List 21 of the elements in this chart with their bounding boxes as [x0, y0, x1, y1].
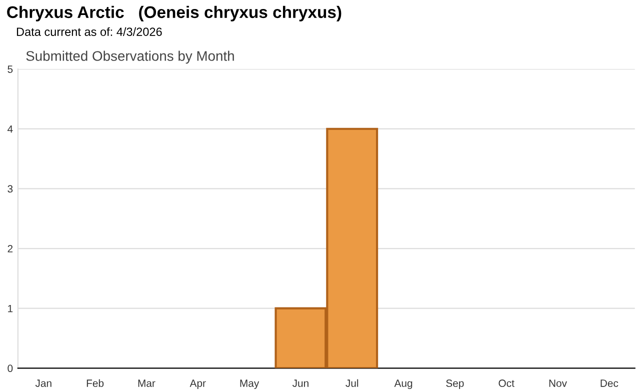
- x-tick-label: Jun: [292, 380, 308, 387]
- x-tick-label: Oct: [498, 380, 514, 387]
- y-tick-label: 0: [8, 364, 13, 372]
- y-tick-label: 1: [8, 304, 13, 312]
- x-tick-label: May: [240, 380, 260, 389]
- x-tick-label: Mar: [138, 380, 156, 387]
- y-tick-label: 2: [8, 245, 13, 252]
- chart-subtitle: Data current as of: 4/3/2026: [16, 27, 162, 36]
- y-tick-label: 5: [8, 66, 13, 73]
- x-tick-label: Dec: [600, 380, 618, 387]
- x-tick-label: Apr: [190, 380, 206, 389]
- x-tick-label: Sep: [446, 380, 464, 389]
- x-tick-label: Nov: [549, 380, 567, 387]
- y-tick-label: 4: [8, 125, 13, 133]
- chart-title: Chryxus Arctic (Oeneis chryxus chryxus): [7, 6, 342, 22]
- x-tick-label: Jan: [35, 380, 52, 387]
- x-tick-label: Feb: [86, 379, 104, 387]
- text: Submitted Observations by Month: [26, 50, 234, 64]
- y-tick-label: 3: [8, 185, 13, 193]
- x-tick-label: Aug: [394, 380, 412, 389]
- x-tick-label: Jul: [346, 379, 358, 387]
